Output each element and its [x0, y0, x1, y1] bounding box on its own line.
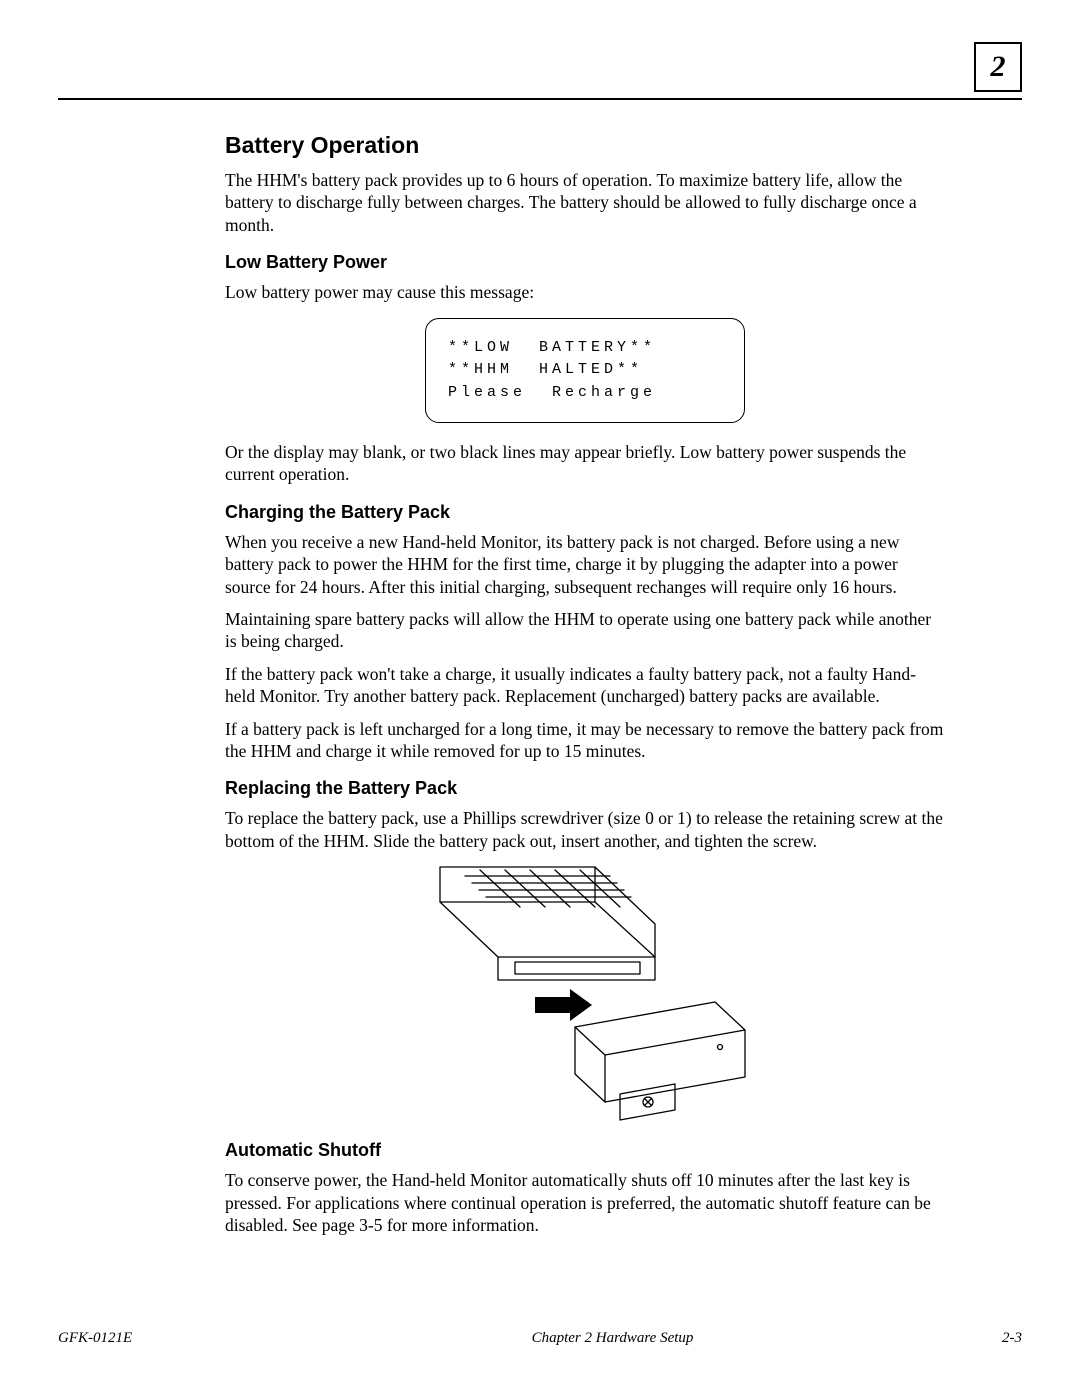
charging-p4: If a battery pack is left uncharged for … [225, 718, 945, 763]
lcd-line-1: **LOW BATTERY** [448, 339, 656, 356]
charging-heading: Charging the Battery Pack [225, 502, 945, 523]
battery-replacement-illustration [420, 862, 750, 1122]
lcd-line-2: **HHM HALTED** [448, 361, 643, 378]
page-content: Battery Operation The HHM's battery pack… [225, 132, 945, 1246]
footer-chapter: Chapter 2 Hardware Setup [532, 1330, 694, 1347]
chapter-number-box: 2 [974, 42, 1022, 92]
replacing-p1: To replace the battery pack, use a Phill… [225, 807, 945, 852]
low-battery-lead: Low battery power may cause this message… [225, 281, 945, 303]
chapter-number: 2 [991, 50, 1006, 84]
lcd-line-3: Please Recharge [448, 384, 656, 401]
header-rule [58, 98, 1022, 100]
footer-page-number: 2-3 [1002, 1330, 1022, 1347]
lcd-message-box: **LOW BATTERY** **HHM HALTED** Please Re… [425, 318, 745, 424]
charging-p2: Maintaining spare battery packs will all… [225, 608, 945, 653]
footer-doc-id: GFK-0121E [58, 1330, 223, 1347]
low-battery-after: Or the display may blank, or two black l… [225, 441, 945, 486]
page-footer: GFK-0121E Chapter 2 Hardware Setup 2-3 [58, 1330, 1022, 1347]
replacing-heading: Replacing the Battery Pack [225, 778, 945, 799]
shutoff-p1: To conserve power, the Hand-held Monitor… [225, 1169, 945, 1236]
section-title: Battery Operation [225, 132, 945, 159]
charging-p3: If the battery pack won't take a charge,… [225, 663, 945, 708]
charging-p1: When you receive a new Hand-held Monitor… [225, 531, 945, 598]
low-battery-heading: Low Battery Power [225, 252, 945, 273]
shutoff-heading: Automatic Shutoff [225, 1140, 945, 1161]
intro-paragraph: The HHM's battery pack provides up to 6 … [225, 169, 945, 236]
